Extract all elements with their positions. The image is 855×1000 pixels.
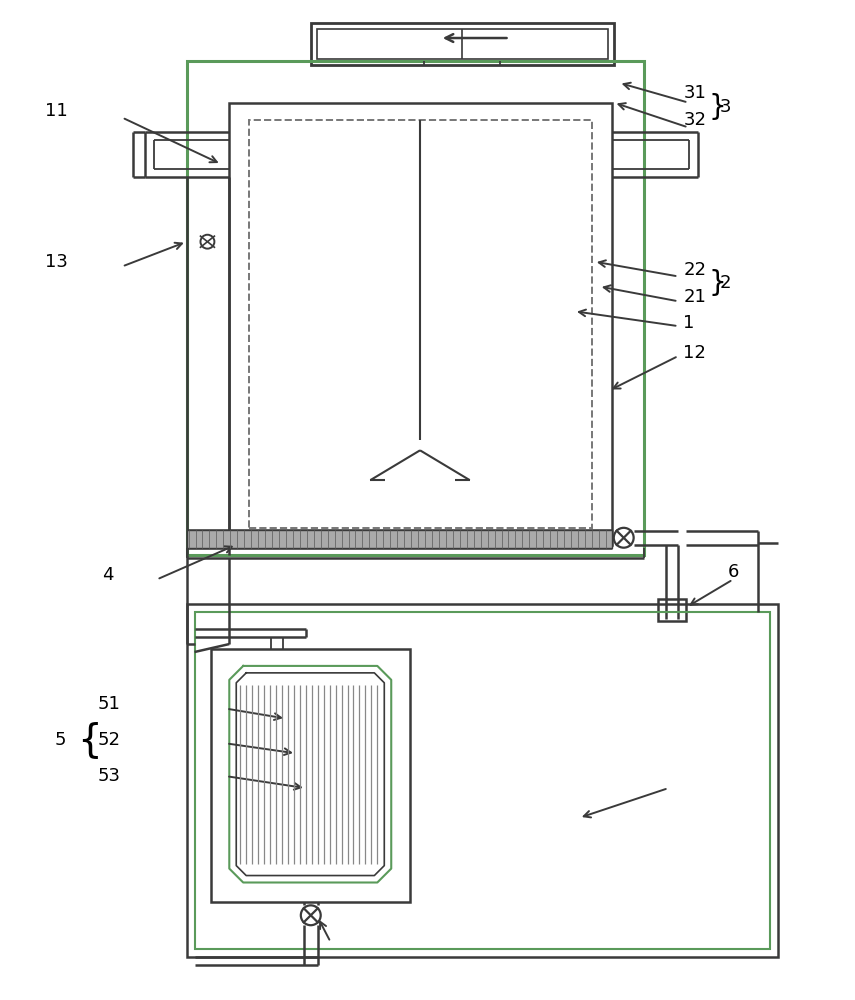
Text: }: } [708, 93, 726, 121]
Text: 31: 31 [683, 84, 706, 102]
Bar [229, 103, 612, 545]
Text: }: } [708, 269, 726, 297]
Bar [195, 612, 770, 949]
Text: 12: 12 [683, 344, 706, 362]
Text: 4: 4 [102, 566, 114, 584]
Text: 11: 11 [44, 102, 68, 120]
Bar [658, 599, 687, 621]
Text: 6: 6 [728, 563, 740, 581]
Bar [186, 530, 612, 548]
Text: 32: 32 [683, 111, 706, 129]
Bar [316, 29, 608, 59]
Text: 5: 5 [55, 731, 66, 749]
Text: 2: 2 [720, 274, 732, 292]
Bar [211, 649, 410, 902]
Text: 53: 53 [97, 767, 121, 785]
Bar [186, 604, 778, 957]
Text: 51: 51 [97, 695, 120, 713]
Text: 13: 13 [44, 253, 68, 271]
Text: 3: 3 [720, 98, 732, 116]
Bar [310, 23, 614, 65]
Text: {: { [77, 721, 102, 759]
Bar [186, 61, 644, 555]
Text: 21: 21 [683, 288, 706, 306]
Bar [249, 120, 592, 528]
Text: 52: 52 [97, 731, 121, 749]
Text: 22: 22 [683, 261, 706, 279]
Text: 1: 1 [683, 314, 695, 332]
